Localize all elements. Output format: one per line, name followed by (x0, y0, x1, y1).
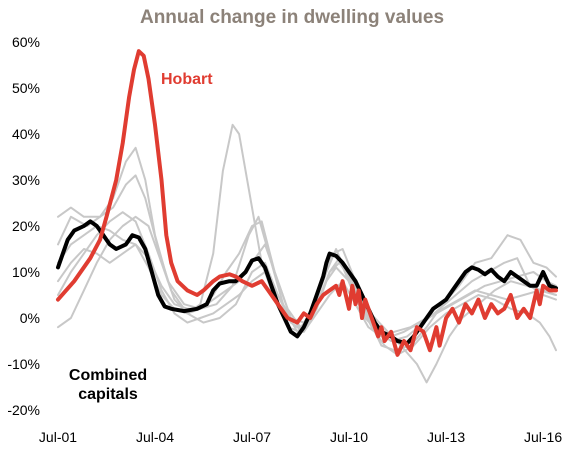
y-tick-label: 10% (12, 264, 40, 280)
y-tick-label: 0% (20, 310, 40, 326)
x-tick-label: Jul-10 (330, 429, 368, 445)
highlight-series-lines (56, 49, 558, 357)
y-axis-ticks: 60% 50% 40% 30% 20% 10% 0% -10% -20% (7, 34, 40, 418)
x-tick-label: Jul-04 (136, 429, 174, 445)
y-tick-label: 20% (12, 218, 40, 234)
y-tick-label: 30% (12, 172, 40, 188)
y-tick-label: 50% (12, 80, 40, 96)
combined-capitals-annotation-line1: Combined (69, 367, 147, 384)
hobart-annotation: Hobart (161, 71, 213, 88)
x-tick-label: Jul-07 (233, 429, 271, 445)
x-axis-ticks: Jul-01 Jul-04 Jul-07 Jul-10 Jul-13 Jul-16 (39, 429, 562, 445)
chart-title: Annual change in dwelling values (140, 7, 444, 28)
x-tick-label: Jul-13 (427, 429, 465, 445)
y-tick-label: -20% (7, 402, 40, 418)
combined-capitals-line (56, 219, 558, 346)
y-tick-label: 60% (12, 34, 40, 50)
y-tick-label: 40% (12, 126, 40, 142)
background-series-lines (57, 123, 557, 384)
combined-capitals-annotation-line2: capitals (78, 386, 138, 403)
hobart-line (56, 49, 558, 357)
x-tick-label: Jul-16 (524, 429, 562, 445)
y-tick-label: -10% (7, 356, 40, 372)
x-tick-label: Jul-01 (39, 429, 77, 445)
background-series-line (57, 123, 557, 356)
